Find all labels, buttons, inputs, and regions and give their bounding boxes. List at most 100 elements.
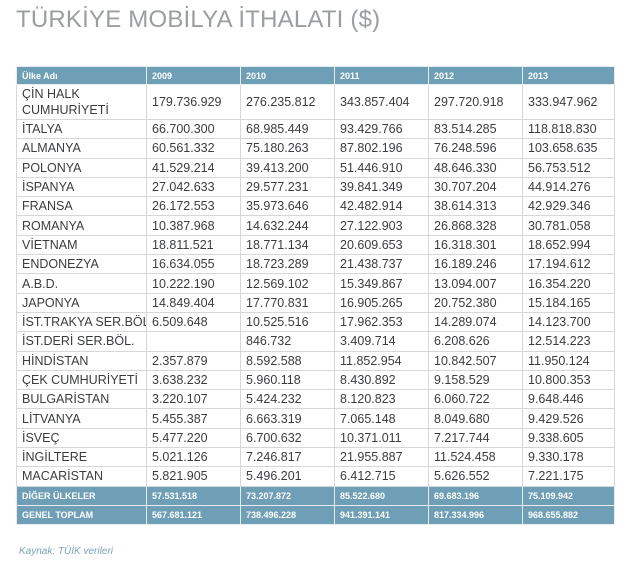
value-cell: 6.663.319 [240, 408, 335, 429]
value-cell: 5.455.387 [146, 408, 241, 429]
value-cell: 93.429.766 [334, 118, 429, 140]
value-cell: 846.732 [240, 331, 335, 352]
value-cell: 11.524.458 [428, 447, 523, 468]
value-cell: 21.955.887 [334, 447, 429, 468]
value-cell: 16.634.055 [146, 254, 241, 275]
value-cell: 738.496.228 [240, 504, 335, 525]
value-cell: 83.514.285 [428, 118, 523, 140]
value-cell: 9.429.526 [522, 408, 615, 429]
table-row: BULGARİSTAN 3.220.107 5.424.232 8.120.823 6.… [16, 389, 615, 410]
value-cell: 20.752.380 [428, 292, 523, 313]
value-cell: 12.569.102 [240, 273, 335, 294]
country-cell: İST.DERİ SER.BÖL. [16, 331, 147, 352]
value-cell: 26.172.553 [146, 196, 241, 217]
table-header-row: Ülke Adı 2009 2010 2011 2012 2013 [16, 66, 615, 85]
value-cell: 10.525.516 [240, 311, 335, 333]
value-cell: 9.648.446 [522, 389, 615, 410]
value-cell: 15.184.165 [522, 292, 615, 313]
value-cell: 6.700.632 [240, 427, 335, 449]
value-cell: 51.446.910 [334, 157, 429, 178]
value-cell: 56.753.512 [522, 157, 615, 178]
value-cell: 14.849.404 [146, 292, 241, 313]
value-cell: 7.246.817 [240, 447, 335, 468]
column-header: 2009 [146, 66, 241, 85]
country-cell: FRANSA [16, 196, 147, 217]
value-cell: 16.905.265 [334, 292, 429, 313]
value-cell: 35.973.646 [240, 196, 335, 217]
value-cell: 10.800.353 [522, 369, 615, 391]
value-cell [146, 331, 241, 352]
table-row: İSVEÇ 5.477.220 6.700.632 10.371.011 7.217.7… [16, 427, 615, 449]
value-cell: 30.707.204 [428, 176, 523, 198]
country-cell: VİETNAM [16, 234, 147, 256]
value-cell: 968.655.882 [522, 504, 615, 525]
value-cell: 11.852.954 [334, 350, 429, 371]
value-cell: 10.371.011 [334, 427, 429, 449]
table-row: İSPANYA 27.042.633 29.577.231 39.841.349 30.… [16, 176, 615, 198]
value-cell: 18.723.289 [240, 254, 335, 275]
value-cell: 7.221.175 [522, 466, 615, 487]
table-row: ÇİN HALK CUMHURİYETİ 179.736.929 276.235.8… [16, 84, 615, 120]
country-cell: İSPANYA [16, 176, 147, 198]
country-cell: DİĞER ÜLKELER [16, 485, 147, 506]
value-cell: 48.646.330 [428, 157, 523, 178]
value-cell: 333.947.962 [522, 84, 615, 120]
country-cell: LİTVANYA [16, 408, 147, 429]
value-cell: 5.960.118 [240, 369, 335, 391]
table-row: ÇEK CUMHURİYETİ 3.638.232 5.960.118 8.430.8… [16, 369, 615, 391]
import-table: Ülke Adı 2009 2010 2011 2012 2013 ÇİN HALK CU… [16, 66, 615, 525]
value-cell: 5.496.201 [240, 466, 335, 487]
table-row: ALMANYA 60.561.332 75.180.263 87.802.196 76.… [16, 138, 615, 159]
country-cell: JAPONYA [16, 292, 147, 313]
country-cell: A.B.D. [16, 273, 147, 294]
value-cell: 941.391.141 [334, 504, 429, 525]
value-cell: 18.771.134 [240, 234, 335, 256]
source-note: Kaynak: TÜİK verileri [19, 546, 113, 557]
table-row: HİNDİSTAN 2.357.879 8.592.588 11.852.954 10.… [16, 350, 615, 371]
country-cell: HİNDİSTAN [16, 350, 147, 371]
value-cell: 6.060.722 [428, 389, 523, 410]
value-cell: 68.985.449 [240, 118, 335, 140]
country-cell: İNGİLTERE [16, 447, 147, 468]
value-cell: 73.207.872 [240, 485, 335, 506]
table-row: İNGİLTERE 5.021.126 7.246.817 21.955.887 11.… [16, 447, 615, 468]
value-cell: 41.529.214 [146, 157, 241, 178]
page-title: TÜRKİYE MOBİLYA İTHALATI ($) [16, 6, 381, 33]
value-cell: 5.021.126 [146, 447, 241, 468]
table-row: FRANSA 26.172.553 35.973.646 42.482.914 38.6… [16, 196, 615, 217]
value-cell: 15.349.867 [334, 273, 429, 294]
value-cell: 9.330.178 [522, 447, 615, 468]
value-cell: 42.482.914 [334, 196, 429, 217]
value-cell: 17.962.353 [334, 311, 429, 333]
table-row: MACARİSTAN 5.821.905 5.496.201 6.412.715 5.6… [16, 466, 615, 487]
value-cell: 5.626.552 [428, 466, 523, 487]
value-cell: 2.357.879 [146, 350, 241, 371]
value-cell: 817.334.996 [428, 504, 523, 525]
value-cell: 8.120.823 [334, 389, 429, 410]
value-cell: 29.577.231 [240, 176, 335, 198]
value-cell: 18.811.521 [146, 234, 241, 256]
value-cell: 103.658.635 [522, 138, 615, 159]
value-cell: 38.614.313 [428, 196, 523, 217]
table-row: LİTVANYA 5.455.387 6.663.319 7.065.148 8.049… [16, 408, 615, 429]
table-row: İTALYA 66.700.300 68.985.449 93.429.766 83.5… [16, 118, 615, 140]
table-row: İST.DERİ SER.BÖL. 846.732 3.409.714 6.208.6… [16, 331, 615, 352]
table-row: POLONYA 41.529.214 39.413.200 51.446.910 48.… [16, 157, 615, 178]
value-cell: 343.857.404 [334, 84, 429, 120]
value-cell: 66.700.300 [146, 118, 241, 140]
value-cell: 9.158.529 [428, 369, 523, 391]
country-cell: MACARİSTAN [16, 466, 147, 487]
country-cell: ÇİN HALK CUMHURİYETİ [16, 84, 147, 120]
value-cell: 13.094.007 [428, 273, 523, 294]
value-cell: 276.235.812 [240, 84, 335, 120]
value-cell: 44.914.276 [522, 176, 615, 198]
value-cell: 14.289.074 [428, 311, 523, 333]
value-cell: 18.652.994 [522, 234, 615, 256]
country-cell: BULGARİSTAN [16, 389, 147, 410]
value-cell: 7.065.148 [334, 408, 429, 429]
value-cell: 118.818.830 [522, 118, 615, 140]
column-header: Ülke Adı [16, 66, 147, 85]
value-cell: 69.683.196 [428, 485, 523, 506]
value-cell: 8.430.892 [334, 369, 429, 391]
value-cell: 3.409.714 [334, 331, 429, 352]
